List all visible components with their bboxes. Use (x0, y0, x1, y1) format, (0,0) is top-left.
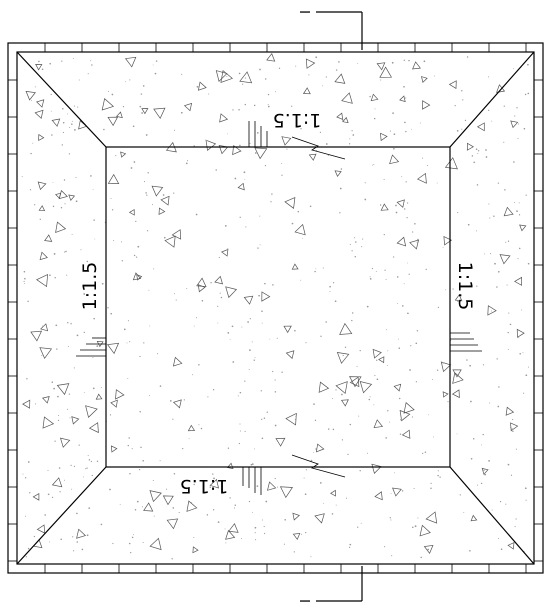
slope-hatch-bottom (242, 467, 262, 495)
slope-label-top: 1:1.5 (273, 109, 322, 131)
corner-line-bottom-left (16, 466, 107, 565)
slope-label-left: 1:1.5 (79, 262, 101, 311)
slope-lines (16, 51, 535, 565)
corner-line-bottom-right (449, 466, 535, 565)
section-cut-marker-bottom: I (296, 566, 363, 603)
section-cut-marker-top: I (296, 10, 363, 50)
corner-line-top-left (16, 51, 107, 148)
concrete-hatch-pattern (21, 53, 530, 560)
pit-bottom-outline (105, 146, 451, 468)
section-mark-bottom: I (296, 599, 311, 603)
wall-ticks (8, 43, 543, 573)
slope-label-bottom: 1:1.5 (180, 475, 229, 497)
outer-wall (7, 42, 544, 574)
slope-hatch-right (450, 332, 482, 352)
break-line-bottom (291, 454, 346, 478)
slope-label-right: 1:1.5 (454, 262, 476, 311)
break-line-top (291, 136, 346, 160)
slope-hatch-left (76, 337, 106, 357)
corner-line-top-right (449, 51, 535, 148)
slope-hatch-top (248, 121, 268, 147)
section-mark-top: I (296, 10, 311, 14)
